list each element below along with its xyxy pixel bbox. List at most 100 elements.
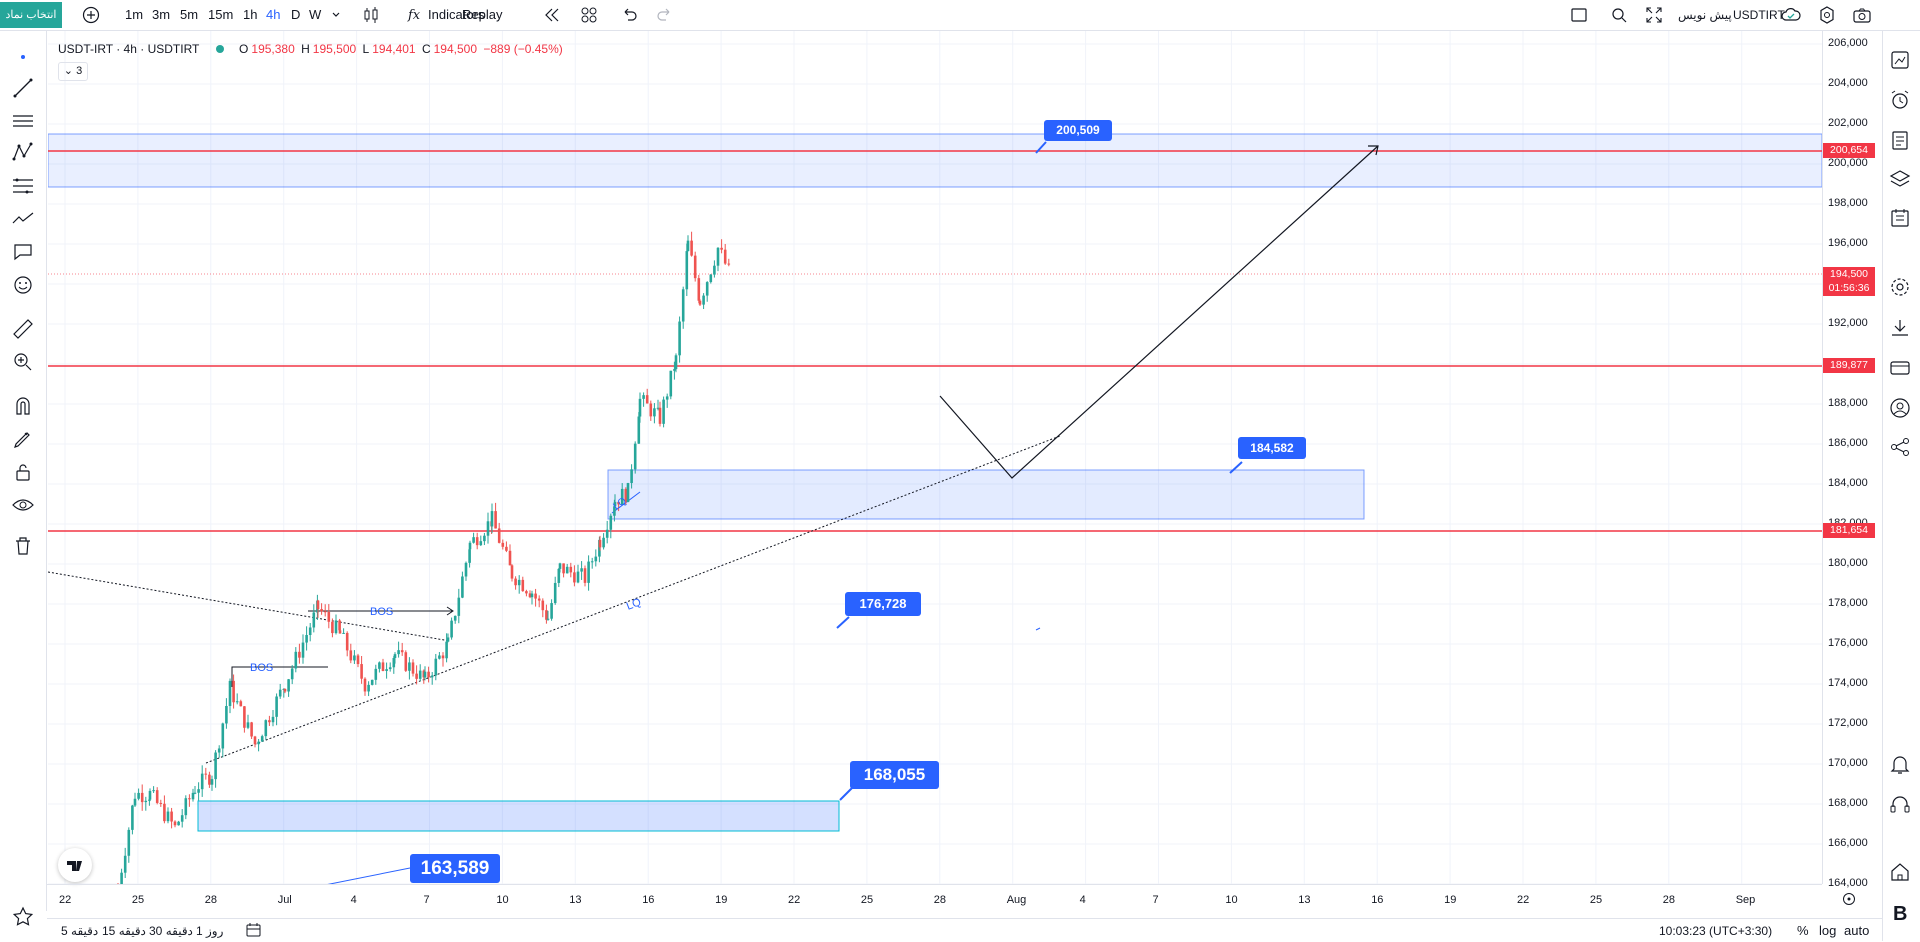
settings-gear-icon[interactable] bbox=[1818, 0, 1836, 30]
candle-body bbox=[557, 568, 561, 583]
fullscreen-box-icon[interactable] bbox=[1570, 0, 1588, 30]
add-symbol-icon[interactable] bbox=[82, 0, 100, 30]
draw-lock-icon[interactable] bbox=[11, 427, 35, 451]
log-toggle[interactable]: log bbox=[1819, 923, 1837, 938]
candle-body bbox=[662, 399, 665, 424]
price-axis[interactable] bbox=[1822, 31, 1883, 884]
indicators-icon[interactable]: fx bbox=[406, 0, 424, 30]
percent-toggle[interactable]: % bbox=[1797, 923, 1809, 938]
watchlist-icon[interactable] bbox=[1888, 48, 1912, 72]
interval-w[interactable]: W bbox=[309, 7, 322, 22]
interval-4h[interactable]: 4h bbox=[266, 7, 281, 22]
symbol-select-button[interactable]: انتخاب نماد bbox=[0, 2, 62, 28]
candle-style-icon[interactable] bbox=[362, 0, 380, 30]
time-tick-label: 28 bbox=[933, 894, 947, 906]
candle-body bbox=[693, 255, 697, 279]
callout-tool-icon[interactable] bbox=[11, 240, 35, 264]
expand-icon[interactable] bbox=[1645, 0, 1663, 30]
candle-body bbox=[445, 641, 448, 659]
calendar-list-icon[interactable] bbox=[1888, 206, 1912, 230]
replay-icon[interactable] bbox=[543, 0, 561, 30]
auto-toggle[interactable]: auto bbox=[1844, 923, 1870, 938]
cloud-icon[interactable] bbox=[1780, 0, 1802, 30]
horizontal-lines-icon[interactable] bbox=[11, 109, 35, 133]
undo-icon[interactable] bbox=[620, 0, 638, 30]
trend-line-icon[interactable] bbox=[11, 76, 35, 100]
forecast-icon[interactable] bbox=[11, 207, 35, 231]
range-30m[interactable]: 30 دقیقه bbox=[149, 924, 193, 938]
home-icon[interactable] bbox=[1888, 860, 1912, 884]
magnet-icon[interactable] bbox=[11, 394, 35, 418]
trash-icon[interactable] bbox=[11, 534, 35, 558]
interval-3m[interactable]: 3m bbox=[152, 7, 171, 22]
callout-184582[interactable]: 184,582 bbox=[1238, 437, 1306, 459]
zoom-in-icon[interactable] bbox=[11, 350, 35, 374]
eye-icon[interactable] bbox=[11, 493, 35, 517]
range-15m[interactable]: 15 دقیقه bbox=[102, 924, 146, 938]
emoji-icon[interactable] bbox=[11, 273, 35, 297]
time-tick-label: Jul bbox=[277, 894, 292, 906]
tradingview-logo[interactable] bbox=[58, 848, 92, 882]
replay-button[interactable]: Replay bbox=[462, 7, 503, 22]
candle-body bbox=[546, 618, 550, 620]
settings-icon[interactable] bbox=[1888, 275, 1912, 299]
callout-168055[interactable]: 168,055 bbox=[850, 761, 939, 789]
pattern-icon[interactable] bbox=[11, 141, 35, 165]
time-axis[interactable] bbox=[47, 884, 1822, 918]
candle-body bbox=[159, 802, 163, 804]
candle-body bbox=[446, 637, 450, 642]
notes-icon[interactable] bbox=[1888, 128, 1912, 152]
bell-icon[interactable] bbox=[1888, 752, 1912, 776]
zoom-icon[interactable] bbox=[1610, 0, 1628, 30]
candle-body bbox=[208, 774, 211, 785]
alarm-icon[interactable] bbox=[1888, 88, 1912, 112]
lock-icon[interactable] bbox=[11, 460, 35, 484]
chart-legend: USDT-IRT · 4h · USDTIRT O 195,380 H 195,50… bbox=[58, 42, 566, 56]
candle-body bbox=[645, 395, 649, 404]
ruler-icon[interactable] bbox=[11, 317, 35, 341]
chevron-down-icon[interactable] bbox=[331, 0, 341, 30]
candle-body bbox=[508, 550, 512, 566]
candle-body bbox=[294, 651, 298, 669]
interval-1h[interactable]: 1h bbox=[243, 7, 258, 22]
candle-body bbox=[497, 528, 501, 543]
draft-label[interactable]: پیش نویس bbox=[1678, 8, 1732, 22]
callout-163589[interactable]: 163,589 bbox=[410, 854, 500, 883]
legend-title[interactable]: USDT-IRT · 4h · USDTIRT bbox=[58, 42, 200, 56]
calendar-range-icon[interactable] bbox=[245, 922, 263, 941]
indicators-collapse-button[interactable]: ⌄ 3 bbox=[58, 62, 88, 81]
candle-body bbox=[580, 568, 583, 572]
download-icon[interactable] bbox=[1888, 316, 1912, 340]
interval-15m[interactable]: 15m bbox=[208, 7, 234, 22]
share-icon[interactable] bbox=[1888, 435, 1912, 459]
fib-icon[interactable] bbox=[11, 174, 35, 198]
redo-icon[interactable] bbox=[656, 0, 674, 30]
card-icon[interactable] bbox=[1888, 356, 1912, 380]
goto-date-icon[interactable] bbox=[1842, 892, 1856, 911]
camera-icon[interactable] bbox=[1852, 0, 1872, 30]
cursor-dot-icon[interactable] bbox=[11, 45, 35, 69]
support-headset-icon[interactable] bbox=[1888, 793, 1912, 817]
interval-5m[interactable]: 5m bbox=[180, 7, 199, 22]
user-icon[interactable] bbox=[1888, 396, 1912, 420]
callout-176728[interactable]: 176,728 bbox=[845, 592, 921, 616]
indicators-button[interactable]: Indicators bbox=[428, 7, 485, 22]
layers-icon[interactable] bbox=[1888, 167, 1912, 191]
range-5m[interactable]: 5 دقیقه bbox=[61, 924, 99, 938]
interval-d[interactable]: D bbox=[291, 7, 301, 22]
interval-1m[interactable]: 1m bbox=[125, 7, 144, 22]
clock-timezone[interactable]: 10:03:23 (UTC+3:30) bbox=[1659, 924, 1773, 938]
candle-body bbox=[637, 416, 641, 444]
layouts-icon[interactable] bbox=[580, 0, 598, 30]
brand-b-icon[interactable]: B bbox=[1888, 900, 1912, 925]
range-1d[interactable]: 1 روز bbox=[196, 924, 224, 938]
favorites-star-icon[interactable] bbox=[11, 905, 35, 929]
candle-body bbox=[541, 600, 545, 611]
candle-body bbox=[626, 483, 630, 503]
candle-body bbox=[180, 815, 184, 822]
candle-body bbox=[494, 511, 497, 529]
candle-body bbox=[290, 668, 294, 680]
bos-label-1: BOS bbox=[250, 662, 273, 674]
callout-200509[interactable]: 200,509 bbox=[1044, 120, 1112, 141]
